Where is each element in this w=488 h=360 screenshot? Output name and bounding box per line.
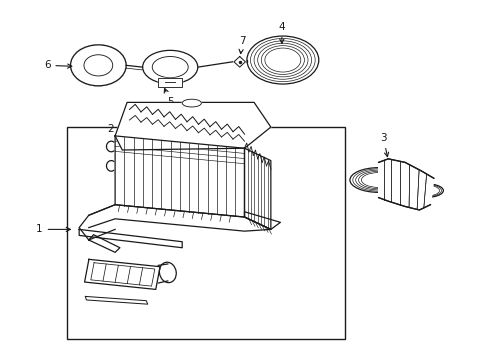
Polygon shape (79, 205, 115, 240)
Ellipse shape (142, 50, 197, 84)
Polygon shape (85, 296, 147, 304)
Ellipse shape (159, 262, 176, 283)
Text: 3: 3 (379, 133, 388, 157)
Polygon shape (115, 102, 270, 150)
Polygon shape (244, 148, 270, 229)
Polygon shape (89, 205, 270, 229)
Bar (158, 78, 182, 86)
Bar (67, 127, 345, 339)
Polygon shape (378, 159, 433, 210)
Bar (158, 78, 182, 86)
Polygon shape (84, 259, 160, 289)
Polygon shape (244, 212, 280, 229)
Text: 5: 5 (164, 89, 173, 107)
Text: 2: 2 (107, 124, 142, 146)
Polygon shape (89, 235, 120, 252)
Text: 6: 6 (44, 60, 72, 70)
Polygon shape (79, 229, 182, 248)
Text: 7: 7 (238, 36, 245, 54)
Polygon shape (115, 136, 244, 217)
Text: 4: 4 (278, 22, 285, 43)
Text: 1: 1 (36, 224, 70, 234)
Ellipse shape (182, 99, 201, 107)
Circle shape (70, 45, 126, 86)
